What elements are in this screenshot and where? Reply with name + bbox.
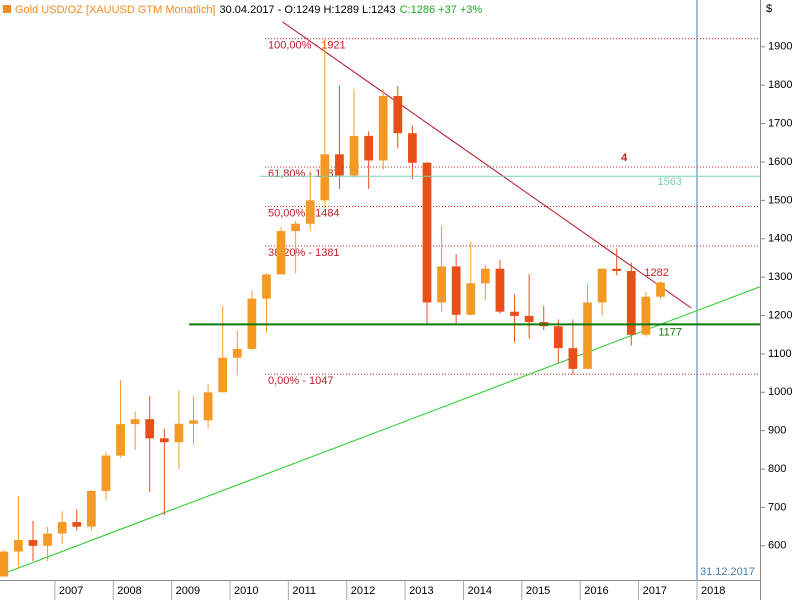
candle-body <box>378 95 388 161</box>
level-label: 1563 <box>658 176 682 188</box>
candle-body <box>568 348 578 369</box>
trendline <box>282 21 692 309</box>
candle-body <box>408 133 417 163</box>
candle-body <box>597 268 607 303</box>
fib-label: 100,00% - 1921 <box>268 40 346 52</box>
candle-body <box>437 266 446 303</box>
level-label: 1177 <box>658 326 682 338</box>
x-tick-label: 2007 <box>59 585 83 597</box>
annotation: 1282 <box>644 267 668 279</box>
x-tick-label: 2008 <box>117 585 141 597</box>
header-part: C:1286 +37 +3% <box>400 4 483 16</box>
y-tick-label: 1500 <box>768 194 792 206</box>
x-tick-label: 2015 <box>526 585 550 597</box>
x-tick-label: 2011 <box>292 585 316 597</box>
candle-body <box>656 282 665 297</box>
candle-body <box>276 231 286 275</box>
candle-body <box>130 419 140 425</box>
marker-label: 31.12.2017 <box>700 566 755 578</box>
x-tick-label: 2017 <box>643 585 667 597</box>
candle-body <box>451 266 461 315</box>
candle-body <box>262 274 271 299</box>
header-icon <box>3 5 11 13</box>
y-tick-label: 700 <box>768 501 786 513</box>
candle-body <box>583 302 592 369</box>
candle-body <box>203 392 213 421</box>
y-tick-label: 600 <box>768 540 786 552</box>
x-tick-label: 2016 <box>584 585 608 597</box>
candle-body <box>349 135 359 176</box>
x-tick-label: 2009 <box>176 585 200 597</box>
y-tick-label: 1200 <box>768 309 792 321</box>
candle-body <box>174 423 184 443</box>
candle-body <box>510 311 519 316</box>
y-tick-label: 1800 <box>768 79 792 91</box>
candle-body <box>480 268 490 284</box>
candle-body <box>86 490 96 527</box>
y-tick-label: 800 <box>768 463 786 475</box>
header-part: 30.04.2017 - O:1249 H:1289 L:1243 <box>220 4 396 16</box>
fib-label: 50,00% - 1484 <box>268 207 340 219</box>
candle-body <box>422 162 432 303</box>
x-tick-label: 2010 <box>234 585 258 597</box>
x-tick-label: 2014 <box>467 585 491 597</box>
candle-body <box>218 357 228 393</box>
x-tick-label: 2018 <box>701 585 725 597</box>
candle-body <box>28 540 38 546</box>
candle-body <box>393 95 403 134</box>
y-tick-label: 1000 <box>768 386 792 398</box>
candle-body <box>0 551 9 577</box>
header-part: Gold USD/OZ [XAUUSD GTM Monatlich] <box>15 4 216 16</box>
candle-body <box>364 135 373 161</box>
candle-body <box>72 522 82 527</box>
candle-body <box>305 200 315 224</box>
candle-body <box>466 283 476 315</box>
y-tick-label: 1400 <box>768 233 792 245</box>
candle-body <box>189 420 198 424</box>
candle-body <box>612 268 622 271</box>
candle-body <box>116 424 125 456</box>
y-tick-label: 1300 <box>768 271 792 283</box>
y-tick-label: 1900 <box>768 41 792 53</box>
y-unit: $ <box>766 3 772 15</box>
candle-body <box>524 315 534 323</box>
candle-body <box>101 455 111 491</box>
candle-body <box>43 533 52 546</box>
y-tick-label: 1100 <box>768 348 792 360</box>
candle-body <box>14 540 23 552</box>
fib-label: 38,20% - 1381 <box>268 247 340 259</box>
y-tick-label: 1700 <box>768 118 792 130</box>
candle-body <box>626 270 636 335</box>
y-tick-label: 1600 <box>768 156 792 168</box>
candle-body <box>335 154 344 176</box>
candle-body <box>159 438 169 443</box>
fib-label: 0,00% - 1047 <box>268 375 333 387</box>
trendline <box>0 286 761 576</box>
annotation: 4 <box>621 152 628 164</box>
candle-body <box>553 326 563 349</box>
candle-body <box>495 268 505 312</box>
candle-body <box>232 348 242 358</box>
candle-body <box>145 419 155 439</box>
y-tick-label: 900 <box>768 425 786 437</box>
x-tick-label: 2013 <box>409 585 433 597</box>
header: Gold USD/OZ [XAUUSD GTM Monatlich] 30.04.… <box>15 4 482 16</box>
candle-body <box>291 223 301 232</box>
candle-body <box>320 154 330 201</box>
candle-body <box>641 296 651 335</box>
x-tick-label: 2012 <box>351 585 375 597</box>
candle-body <box>57 522 67 534</box>
